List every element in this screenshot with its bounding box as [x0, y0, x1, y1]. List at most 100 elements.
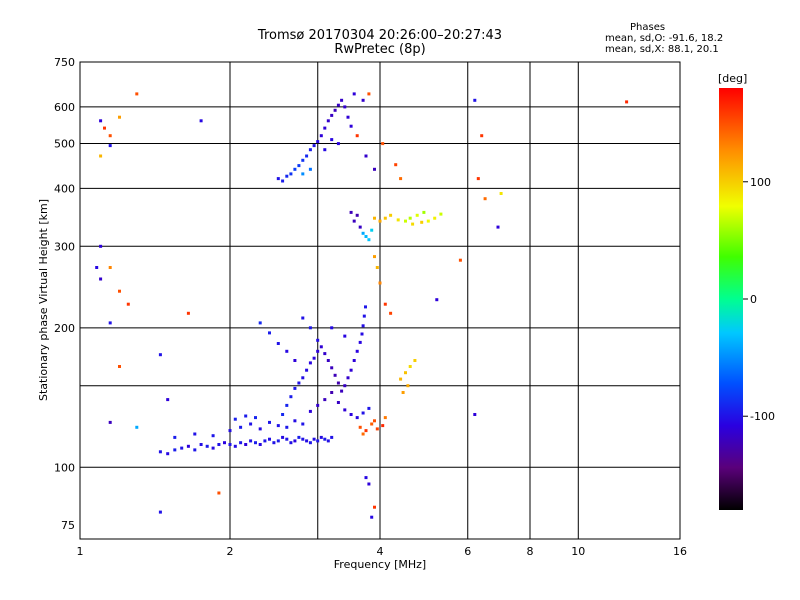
echo-point: [135, 92, 139, 96]
echo-point: [323, 398, 327, 402]
echo-point: [289, 441, 293, 445]
echo-point: [364, 305, 367, 309]
y-tick-label: 100: [54, 461, 75, 474]
echo-point: [289, 395, 293, 399]
echo-point: [496, 225, 500, 229]
echo-point: [370, 228, 374, 232]
y-tick-label: 500: [54, 138, 75, 151]
x-tick-label: 8: [527, 545, 534, 558]
echo-point: [399, 177, 403, 181]
echo-point: [249, 439, 253, 443]
echo-point: [343, 334, 347, 338]
echo-point: [367, 92, 371, 96]
echo-point: [211, 446, 215, 450]
echo-point: [326, 439, 330, 443]
echo-point: [370, 422, 374, 426]
echo-point: [373, 167, 376, 171]
echo-point: [378, 281, 382, 285]
echo-point: [305, 154, 309, 158]
echo-point: [349, 413, 353, 416]
colorbar-tick-label: 100: [750, 176, 771, 189]
echo-point: [330, 113, 334, 117]
echo-point: [373, 255, 376, 259]
x-tick-label: 1: [77, 545, 84, 558]
echo-point: [173, 435, 177, 439]
echo-point: [103, 126, 106, 130]
echo-point: [108, 321, 112, 325]
echo-point: [158, 353, 162, 357]
echo-point: [367, 482, 371, 486]
y-tick-label: 750: [54, 56, 75, 69]
echo-point: [118, 365, 121, 368]
echo-point: [323, 126, 327, 130]
echo-point: [355, 213, 359, 217]
echo-point: [293, 359, 297, 362]
echo-point: [316, 403, 320, 407]
echo-point: [301, 172, 305, 176]
echo-point: [361, 432, 365, 436]
echo-point: [118, 115, 121, 119]
echo-point: [108, 420, 112, 424]
echo-point: [193, 432, 197, 436]
echo-point: [293, 439, 297, 443]
echo-point: [378, 219, 382, 223]
echo-point: [458, 258, 462, 262]
echo-point: [383, 416, 387, 420]
echo-point: [399, 377, 403, 381]
echo-point: [126, 302, 130, 306]
echo-point: [301, 158, 305, 162]
echo-point: [361, 324, 365, 328]
echo-point: [358, 425, 362, 429]
y-tick-label: 600: [54, 101, 75, 114]
echo-point: [383, 302, 387, 306]
echo-point: [186, 311, 190, 315]
echo-point: [364, 235, 368, 238]
echo-point: [323, 148, 327, 152]
echo-point: [297, 381, 301, 385]
echo-point: [268, 331, 271, 335]
echo-point: [239, 425, 243, 429]
x-tick-label: 10: [571, 545, 585, 558]
echo-point: [355, 416, 359, 420]
echo-point: [254, 416, 257, 420]
colorbar-tick-label: -100: [750, 410, 775, 423]
echo-point: [415, 213, 419, 217]
echo-point: [308, 361, 312, 365]
echo-points: [95, 92, 629, 519]
echo-point: [361, 98, 365, 102]
echo-point: [349, 124, 353, 128]
echo-point: [173, 448, 177, 452]
echo-point: [316, 439, 320, 443]
echo-point: [276, 424, 280, 428]
grid-lines: [80, 62, 680, 539]
echo-point: [367, 406, 371, 410]
echo-point: [263, 439, 267, 443]
echo-point: [301, 376, 305, 380]
echo-point: [373, 505, 376, 509]
echo-point: [285, 437, 289, 441]
echo-point: [336, 103, 340, 107]
echo-point: [199, 119, 203, 123]
echo-point: [358, 340, 362, 344]
echo-point: [308, 409, 312, 413]
echo-point: [360, 332, 364, 336]
echo-point: [480, 134, 484, 138]
echo-point: [340, 98, 344, 102]
y-tick-label: 200: [54, 322, 75, 335]
echo-point: [186, 444, 190, 448]
echo-point: [336, 401, 340, 404]
echo-point: [373, 419, 376, 423]
echo-point: [408, 216, 412, 220]
echo-point: [361, 411, 365, 415]
echo-point: [411, 222, 415, 226]
echo-point: [166, 452, 170, 456]
echo-point: [499, 192, 503, 195]
x-axis-ticks: 1 2 4 6 8 10 16: [77, 545, 688, 558]
echo-point: [276, 439, 280, 443]
echo-point: [285, 403, 289, 407]
echo-point: [135, 425, 139, 429]
echo-point: [336, 381, 340, 385]
echo-point: [158, 510, 162, 514]
echo-point: [276, 177, 280, 181]
echo-point: [383, 216, 387, 220]
